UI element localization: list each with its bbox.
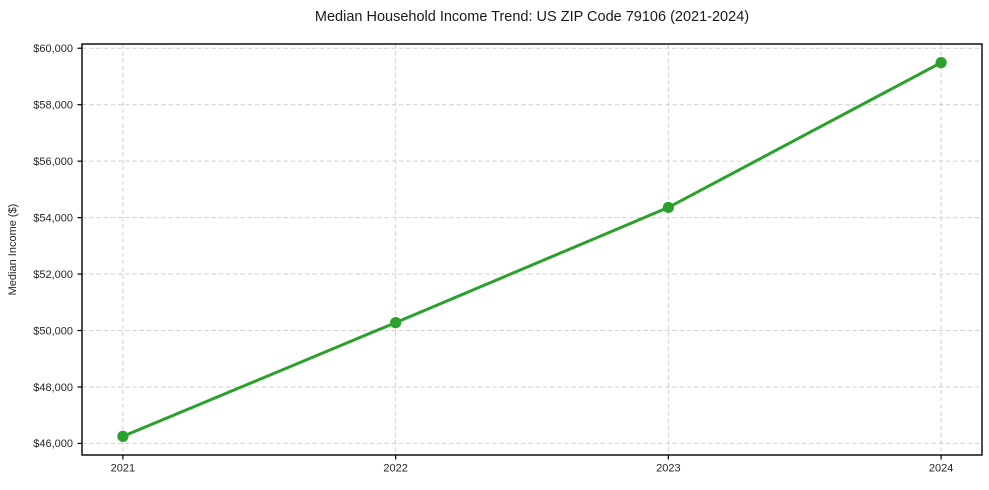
x-tick-label: 2021 xyxy=(111,463,135,475)
data-point xyxy=(662,201,674,214)
y-tick-label: $48,000 xyxy=(33,382,73,394)
x-tick-label: 2024 xyxy=(929,463,953,475)
gridlines xyxy=(82,44,982,455)
tick-labels: $46,000 $48,000 $50,000 $52,000 $54,000 $56,0… xyxy=(33,43,953,474)
axes xyxy=(77,43,983,460)
y-axis-label: Median Income ($) xyxy=(7,204,19,296)
data-point xyxy=(390,317,402,329)
y-tick-label: $60,000 xyxy=(33,43,73,55)
y-tick-label: $50,000 xyxy=(33,325,73,337)
plot-border xyxy=(81,43,983,456)
trend-line xyxy=(121,61,943,438)
income-line-series xyxy=(117,57,947,442)
data-point xyxy=(117,430,129,442)
y-tick-label: $54,000 xyxy=(33,212,73,224)
y-tick-label: $56,000 xyxy=(33,156,73,168)
chart-title: Median Household Income Trend: US ZIP Co… xyxy=(315,9,749,25)
x-tick-label: 2023 xyxy=(656,463,680,475)
y-tick-label: $52,000 xyxy=(33,269,73,281)
data-point xyxy=(935,57,947,69)
x-tick-label: 2022 xyxy=(383,463,407,475)
y-tick-label: $58,000 xyxy=(33,99,73,111)
y-tick-label: $46,000 xyxy=(33,438,73,450)
